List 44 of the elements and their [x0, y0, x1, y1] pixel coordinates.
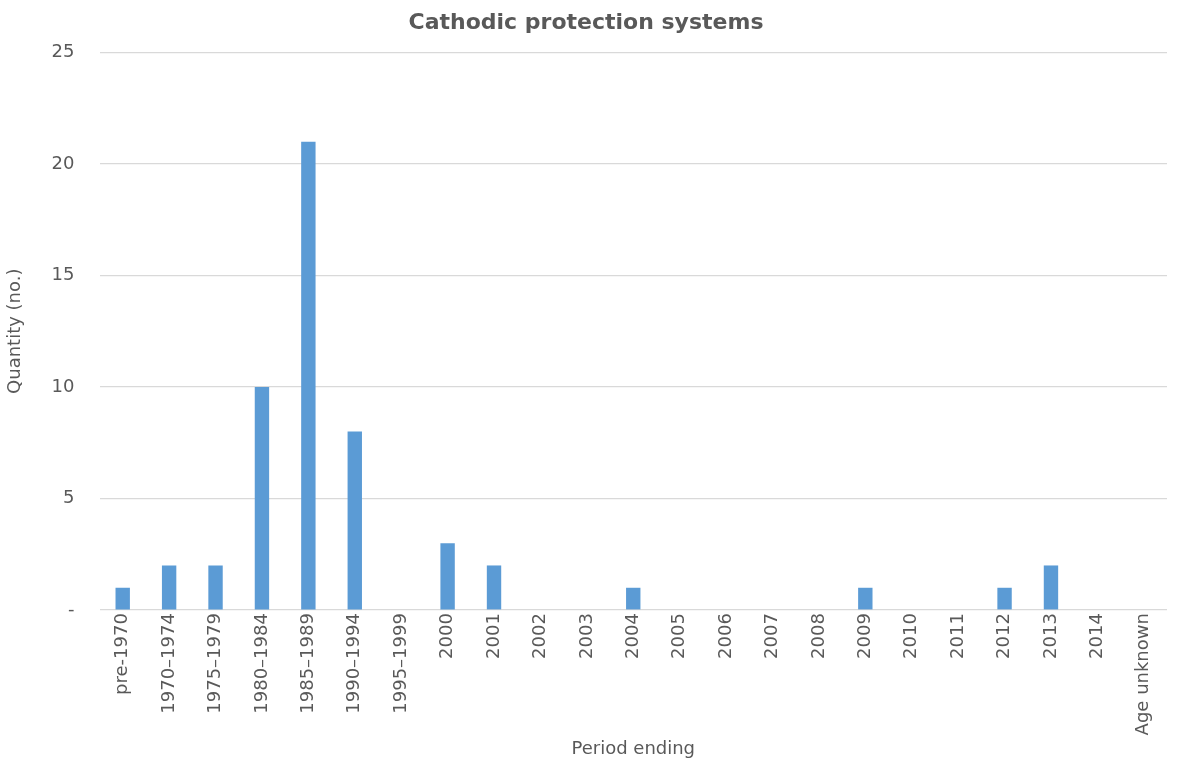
bar	[858, 587, 873, 610]
bar	[208, 565, 223, 610]
x-tick-label: 1985–1989	[296, 613, 318, 714]
bar	[161, 565, 177, 610]
y-tick-label: 10	[51, 374, 75, 396]
x-tick-label: Age unknown	[1131, 613, 1153, 736]
x-tick-label: 1995–1999	[388, 613, 410, 714]
x-tick-label: 2012	[992, 613, 1014, 659]
bar	[1043, 565, 1059, 610]
y-tick-label: 25	[51, 40, 75, 62]
bar	[254, 387, 270, 610]
x-tick-label: 2003	[574, 613, 596, 659]
bar	[440, 543, 455, 610]
x-tick-label: 2004	[620, 613, 642, 659]
x-tick-label: 2001	[481, 613, 503, 659]
bar	[115, 587, 130, 610]
y-tick-label: 5	[63, 486, 75, 508]
x-axis-title: Period ending	[571, 736, 696, 758]
y-tick-label: -	[68, 597, 75, 619]
x-tick-label: 2011	[945, 613, 967, 659]
y-tick-label: 20	[51, 151, 75, 173]
x-tick-label: 2010	[899, 613, 921, 659]
bar	[347, 431, 362, 610]
x-tick-label: 1990–1994	[342, 613, 364, 714]
x-tick-label: 2006	[713, 613, 735, 659]
x-tick-label: 2002	[528, 613, 550, 659]
x-tick-label: 2014	[1085, 613, 1107, 659]
bar	[486, 565, 502, 610]
x-tick-label: 1970–1974	[156, 613, 178, 714]
x-tick-label: 2000	[435, 613, 457, 659]
bar	[997, 587, 1012, 610]
x-tick-label: 2009	[852, 613, 874, 659]
chart-title: Cathodic protection systems	[408, 8, 764, 34]
x-tick-label: 2005	[667, 613, 689, 659]
x-tick-label: pre-1970	[110, 613, 132, 695]
bar	[301, 141, 316, 610]
x-tick-label: 1975–1979	[203, 613, 225, 714]
x-tick-label: 2007	[760, 613, 782, 659]
bar	[626, 587, 641, 610]
x-tick-label: 2013	[1038, 613, 1060, 659]
x-tick-label: 1980–1984	[249, 613, 271, 714]
y-axis-title: Quantity (no.)	[3, 268, 25, 394]
x-tick-label: 2008	[806, 613, 828, 659]
y-tick-label: 15	[51, 263, 75, 285]
